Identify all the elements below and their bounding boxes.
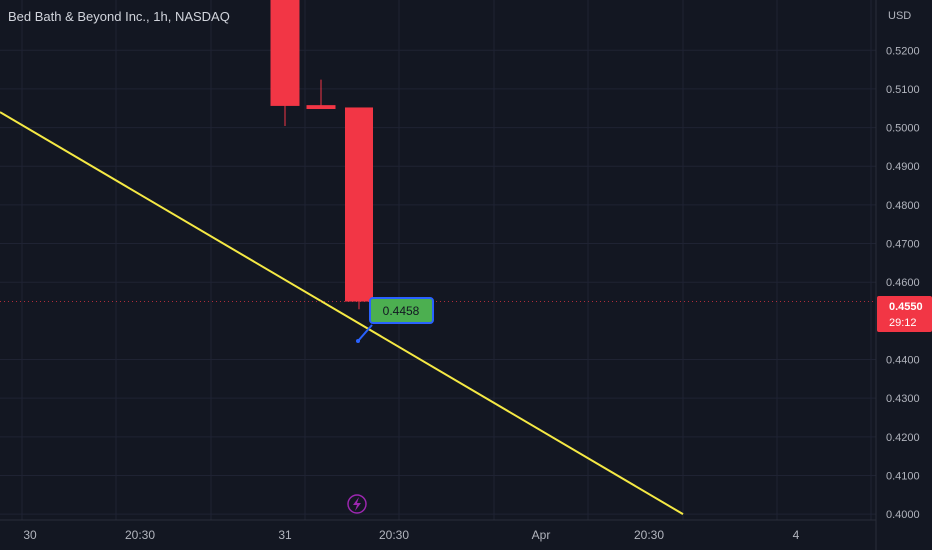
time-tick-label: 20:30 [125,528,155,542]
candle-body [306,105,336,110]
callout-value: 0.4458 [383,304,420,318]
trend-line[interactable] [0,111,684,515]
callout-box [369,297,434,324]
price-tick-label: 0.5000 [886,123,920,135]
price-tick-label: 0.4700 [886,239,920,251]
candles [270,0,373,310]
price-tick-label: 0.4900 [886,161,920,173]
price-tick-label: 0.4200 [886,432,920,444]
price-tick-label: 0.4800 [886,200,920,212]
bar-countdown: 29:12 [889,317,917,329]
grid [0,0,876,520]
time-tick-label: Apr [532,528,551,542]
current-price-label: 0.4550 29:12 [877,296,932,332]
price-callout[interactable]: 0.4458 [356,297,434,343]
price-tick-label: 0.5200 [886,45,920,57]
time-axis[interactable]: 30 20:30 31 20:30 Apr 20:30 4 [23,528,799,542]
candle[interactable] [270,0,300,127]
price-axis[interactable]: 0.5200 0.5100 0.5000 0.4900 0.4800 0.4700 0.46… [886,45,920,521]
candle-body [345,107,373,302]
lightning-icon[interactable] [347,494,367,514]
currency-label: USD [888,10,911,22]
candle-body [270,0,300,106]
symbol-title: Bed Bath & Beyond Inc., 1h, NASDAQ [8,9,230,24]
price-tick-label: 0.4600 [886,277,920,289]
price-tick-label: 0.4100 [886,470,920,482]
time-tick-label: 20:30 [634,528,664,542]
time-tick-label: 30 [23,528,37,542]
candle[interactable] [306,79,336,110]
price-tick-label: 0.4400 [886,355,920,367]
time-tick-label: 20:30 [379,528,409,542]
price-tick-label: 0.5100 [886,84,920,96]
callout-pointer [357,324,373,342]
time-tick-label: 4 [793,528,800,542]
candle[interactable] [345,107,373,310]
time-tick-label: 31 [278,528,292,542]
price-tick-label: 0.4300 [886,393,920,405]
callout-anchor [356,339,360,343]
current-price-value: 0.4550 [889,301,923,313]
price-tick-label: 0.4000 [886,509,920,521]
